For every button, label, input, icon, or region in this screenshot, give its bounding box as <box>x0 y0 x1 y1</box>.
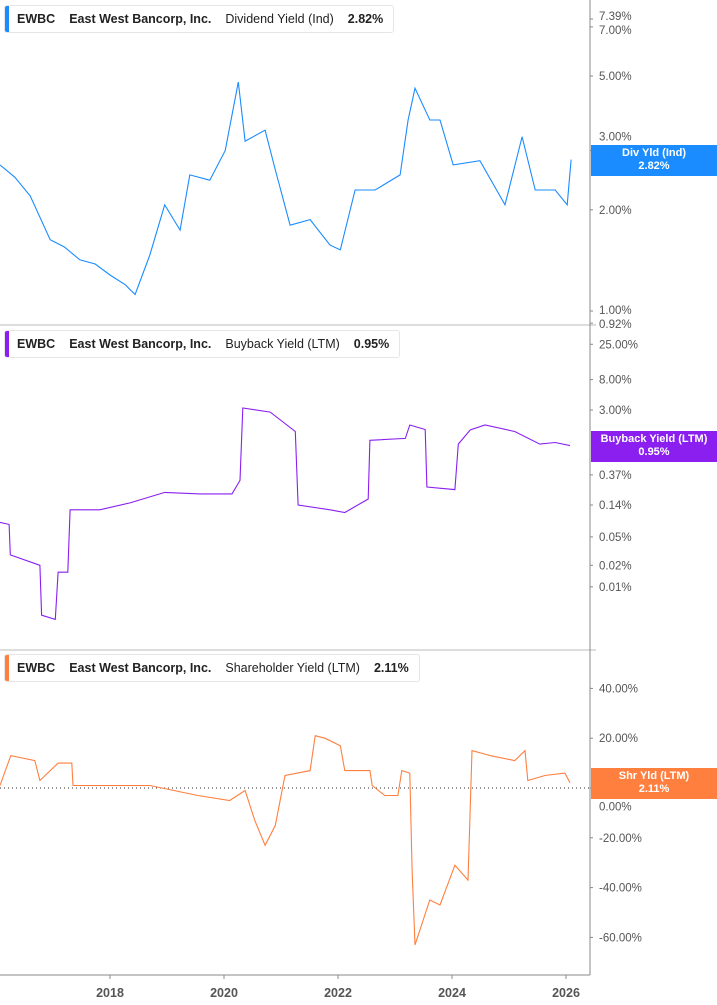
tag-value: 0.95% <box>638 446 670 459</box>
y-tick-label: 7.39% <box>599 11 632 23</box>
series-line-buyback-yield <box>0 407 571 621</box>
legend-company: East West Bancorp, Inc. <box>69 337 212 351</box>
y-tick-label: -60.00% <box>599 932 642 944</box>
y-tick-label: 25.00% <box>599 339 638 351</box>
legend-color-bar <box>5 6 9 32</box>
x-tick-label: 2026 <box>552 986 580 1000</box>
series-line-shareholder-yield <box>0 735 571 946</box>
legend-ticker: EWBC <box>17 661 56 675</box>
y-tick-label: 40.00% <box>599 683 638 695</box>
legend-metric: Dividend Yield (Ind) <box>225 12 334 26</box>
tag-label: Buyback Yield (LTM) <box>600 433 708 446</box>
y-tick-label: 0.92% <box>599 319 632 331</box>
legend-ticker: EWBC <box>17 337 56 351</box>
y-tick-label: 0.00% <box>599 802 632 814</box>
last-value-tag-shareholder: Shr Yld (LTM) 2.11% <box>591 767 717 799</box>
tag-label: Shr Yld (LTM) <box>618 770 690 783</box>
y-tick-label: 20.00% <box>599 733 638 745</box>
tag-value: 2.11% <box>638 783 670 796</box>
y-tick-label: 0.37% <box>599 470 632 482</box>
legend-value: 2.11% <box>373 661 409 675</box>
y-tick-label: 0.02% <box>599 560 632 572</box>
y-tick-label: 3.00% <box>599 132 632 144</box>
tag-label: Div Yld (Ind) <box>622 147 686 160</box>
legend-color-bar <box>5 655 9 681</box>
x-tick-label: 2018 <box>96 986 124 1000</box>
y-tick-label: 5.00% <box>599 71 632 83</box>
legend-company: East West Bancorp, Inc. <box>69 661 212 675</box>
y-tick-label: 0.01% <box>599 582 632 594</box>
y-tick-label: 2.00% <box>599 205 632 217</box>
legend-value: 0.95% <box>353 337 390 351</box>
legend-metric: Buyback Yield (LTM) <box>225 337 340 351</box>
y-tick-label: -40.00% <box>599 883 642 895</box>
legend-value: 2.82% <box>347 12 384 26</box>
series-line-dividend-yield <box>0 81 572 296</box>
y-tick-label: 8.00% <box>599 375 632 387</box>
last-value-tag-dividend: Div Yld (Ind) 2.82% <box>591 144 717 176</box>
x-tick-label: 2024 <box>438 986 466 1000</box>
x-tick-label: 2022 <box>324 986 352 1000</box>
x-tick-label: 2020 <box>210 986 238 1000</box>
y-tick-label: 3.00% <box>599 405 632 417</box>
tag-value: 2.82% <box>638 160 670 173</box>
y-tick-label: -20.00% <box>599 833 642 845</box>
y-tick-label: 7.00% <box>599 25 632 37</box>
legend-color-bar <box>5 331 9 357</box>
legend-buyback-yield: EWBC East West Bancorp, Inc. Buyback Yie… <box>4 330 401 358</box>
legend-metric: Shareholder Yield (LTM) <box>225 661 360 675</box>
legend-shareholder-yield: EWBC East West Bancorp, Inc. Shareholder… <box>4 654 420 682</box>
legend-ticker: EWBC <box>17 12 56 26</box>
legend-company: East West Bancorp, Inc. <box>69 12 212 26</box>
legend-dividend-yield: EWBC East West Bancorp, Inc. Dividend Yi… <box>4 5 395 33</box>
y-tick-label: 0.05% <box>599 532 632 544</box>
y-tick-label: 1.00% <box>599 305 632 317</box>
y-tick-label: 0.14% <box>599 500 632 512</box>
last-value-tag-buyback: Buyback Yield (LTM) 0.95% <box>591 430 717 462</box>
